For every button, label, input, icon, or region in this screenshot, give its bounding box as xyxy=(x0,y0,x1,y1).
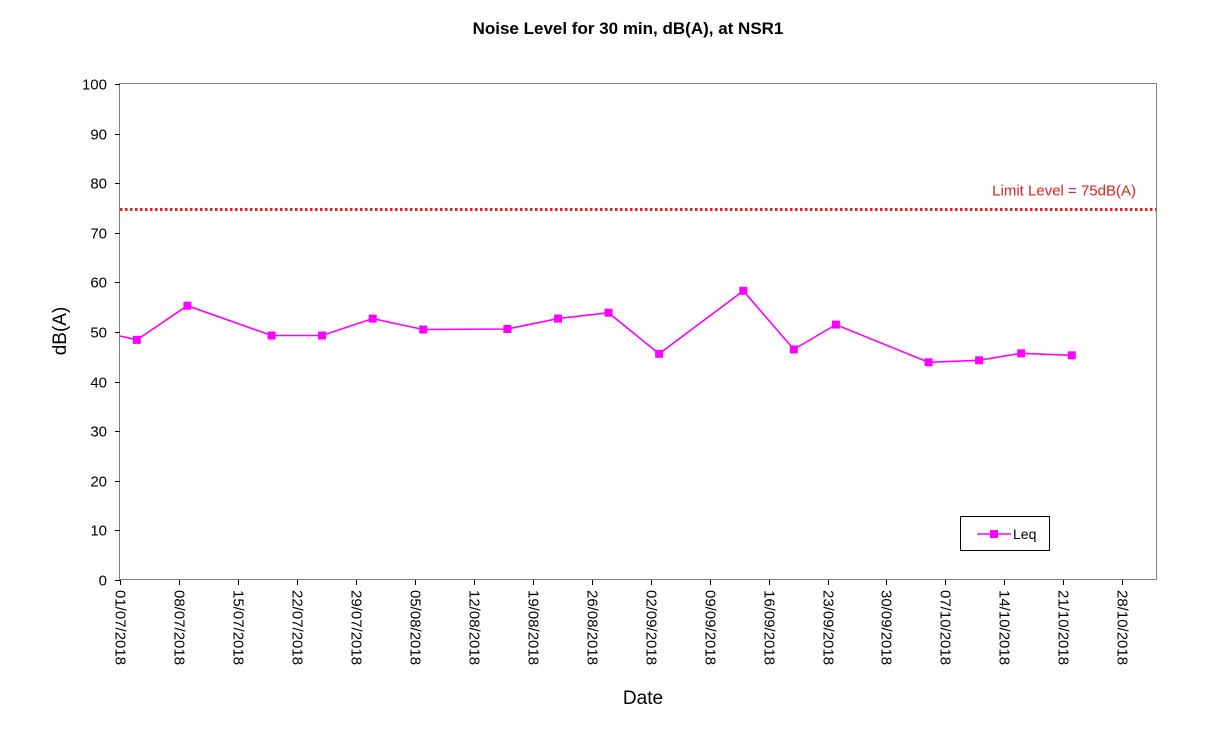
data-point-leq xyxy=(1017,349,1026,358)
y-tick-label: 20 xyxy=(90,474,107,491)
data-point-leq xyxy=(503,325,512,333)
data-point-leq xyxy=(368,314,377,323)
y-tick-label: 10 xyxy=(90,523,107,540)
data-point-leq xyxy=(419,325,428,334)
x-tick-label: 01/07/2018 xyxy=(112,590,129,665)
y-axis-label: dB(A) xyxy=(50,307,71,356)
data-point-leq xyxy=(132,335,141,344)
x-tick-label: 30/09/2018 xyxy=(878,590,895,665)
y-tick-label: 90 xyxy=(90,127,107,144)
x-tick-label: 08/07/2018 xyxy=(171,590,188,665)
y-tick-label: 80 xyxy=(90,176,107,193)
plot-area xyxy=(119,83,1157,580)
x-tick-label: 23/09/2018 xyxy=(820,590,837,665)
x-tick-label: 14/10/2018 xyxy=(996,590,1013,665)
x-axis-label: Date xyxy=(623,688,663,709)
y-axis: 0 10 20 30 40 50 60 70 80 90 100 xyxy=(82,77,120,590)
data-point-leq xyxy=(267,331,276,340)
y-tick-label: 50 xyxy=(90,325,107,342)
data-point-leq xyxy=(604,308,613,317)
x-tick-label: 15/07/2018 xyxy=(230,590,247,665)
x-tick-label: 02/09/2018 xyxy=(643,590,660,665)
y-tick-label: 40 xyxy=(90,375,107,392)
y-tick-label: 0 xyxy=(99,573,107,590)
data-point-leq xyxy=(739,286,748,295)
x-tick-label: 19/08/2018 xyxy=(525,590,542,665)
data-point-leq xyxy=(183,301,192,310)
x-tick-label: 09/09/2018 xyxy=(702,590,719,665)
x-tick-label: 26/08/2018 xyxy=(584,590,601,665)
chart-title: Noise Level for 30 min, dB(A), at NSR1 xyxy=(473,19,784,38)
y-tick-label: 70 xyxy=(90,226,107,243)
legend-marker-leq xyxy=(990,530,998,538)
data-point-leq xyxy=(831,320,840,329)
series-line-leq xyxy=(119,289,1072,364)
x-tick-label: 29/07/2018 xyxy=(348,590,365,665)
data-point-leq xyxy=(554,314,562,323)
x-axis: 01/07/2018 08/07/2018 15/07/2018 22/07/2018… xyxy=(112,580,1131,665)
x-tick-label: 22/07/2018 xyxy=(289,590,306,665)
x-tick-label: 07/10/2018 xyxy=(937,590,954,665)
x-tick-label: 05/08/2018 xyxy=(407,590,424,665)
y-tick-label: 100 xyxy=(82,77,107,94)
data-point-leq xyxy=(1067,351,1076,360)
series-leq xyxy=(119,286,1076,367)
legend-label-leq: Leq xyxy=(1013,526,1036,542)
x-tick-label: 12/08/2018 xyxy=(466,590,483,665)
data-point-leq xyxy=(655,349,664,358)
data-point-leq xyxy=(789,345,798,354)
data-point-leq xyxy=(318,331,327,340)
data-point-leq xyxy=(924,358,933,367)
limit-level: Limit Level = 75dB(A) xyxy=(120,182,1156,211)
data-point-leq xyxy=(975,356,984,365)
y-tick-label: 30 xyxy=(90,424,107,441)
x-tick-label: 21/10/2018 xyxy=(1055,590,1072,665)
limit-label: Limit Level = 75dB(A) xyxy=(992,182,1136,199)
y-tick-label: 60 xyxy=(90,275,107,292)
x-tick-label: 16/09/2018 xyxy=(761,590,778,665)
legend: Leq xyxy=(960,516,1050,551)
x-tick-label: 28/10/2018 xyxy=(1114,590,1131,665)
